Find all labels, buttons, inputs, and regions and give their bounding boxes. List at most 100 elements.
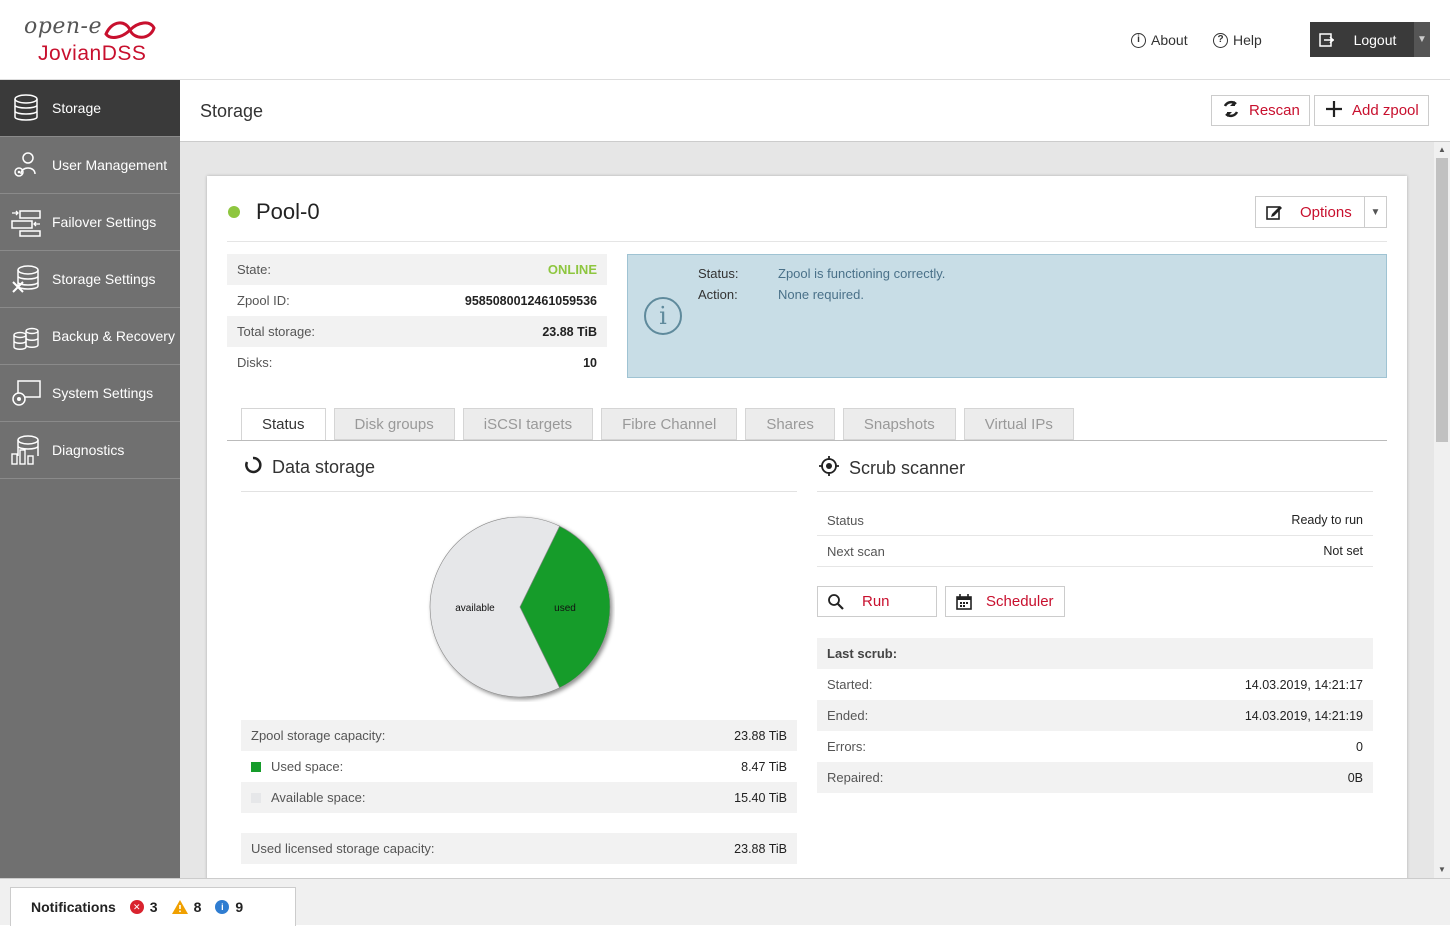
- failover-icon: [0, 207, 52, 237]
- logo: open-e JovianDSS: [22, 12, 172, 68]
- sidebar-item-label: System Settings: [52, 385, 154, 401]
- chevron-down-icon[interactable]: ▼: [1414, 22, 1430, 57]
- search-icon: [818, 593, 854, 611]
- sidebar-item-diagnostics[interactable]: Diagnostics: [0, 422, 180, 479]
- last-scrub-row: Repaired: 0B: [817, 762, 1373, 793]
- sidebar-item-system-settings[interactable]: System Settings: [0, 365, 180, 422]
- sidebar-item-storage[interactable]: Storage: [0, 80, 180, 137]
- last-scrub-row: Started: 14.03.2019, 14:21:17: [817, 669, 1373, 700]
- scrub-next-row: Next scan Not set: [817, 536, 1373, 567]
- status-line: Status: Zpool is functioning correctly.: [698, 266, 945, 281]
- tab-iscsi-targets[interactable]: iSCSI targets: [462, 408, 594, 440]
- licensed-row: Used licensed storage capacity: 23.88 Ti…: [241, 833, 797, 864]
- repaired-value: 0B: [1347, 770, 1363, 785]
- sidebar: Storage User Management Failover Setting…: [0, 80, 180, 878]
- tab-disk-groups[interactable]: Disk groups: [333, 408, 455, 440]
- database-icon: [0, 93, 52, 123]
- info-count-value: 9: [235, 899, 244, 915]
- scroll-up-icon[interactable]: ▲: [1438, 145, 1446, 154]
- info-key: Disks:: [237, 355, 273, 370]
- sidebar-item-user-management[interactable]: User Management: [0, 137, 180, 194]
- logout-button[interactable]: Logout ▼: [1310, 22, 1430, 57]
- licensed-key: Used licensed storage capacity:: [251, 841, 435, 856]
- available-key: Available space:: [271, 790, 366, 805]
- help-link[interactable]: ? Help: [1213, 32, 1262, 48]
- help-label: Help: [1233, 32, 1262, 48]
- about-link[interactable]: i About: [1131, 32, 1188, 48]
- pool-panel: Pool-0 Options ▼ State: ONLINE Zpool ID:…: [207, 176, 1407, 878]
- data-storage-table: Zpool storage capacity: 23.88 TiB Used s…: [241, 720, 797, 813]
- notifications-bar: Notifications ✕ 3 8 i 9: [0, 878, 1450, 926]
- add-zpool-button[interactable]: Add zpool: [1314, 95, 1429, 126]
- sidebar-item-label: Storage: [52, 100, 102, 116]
- divider: [241, 491, 797, 492]
- backup-icon: [0, 321, 52, 351]
- scheduler-button[interactable]: Scheduler: [945, 586, 1065, 617]
- state-value: ONLINE: [547, 262, 597, 277]
- tab-status[interactable]: Status: [241, 408, 326, 441]
- action-key: Action:: [698, 287, 738, 302]
- info-key: Zpool ID:: [237, 293, 290, 308]
- logo-swoosh-icon: [104, 21, 156, 39]
- scrub-scanner-title: Scrub scanner: [819, 456, 965, 481]
- data-storage-pie-chart: available used: [429, 516, 611, 698]
- data-storage-label: Data storage: [272, 457, 376, 477]
- user-gear-icon: [0, 150, 52, 180]
- brand-top: open-e: [24, 14, 102, 39]
- run-button[interactable]: Run: [817, 586, 937, 617]
- question-icon: ?: [1213, 32, 1228, 48]
- info-icon: i: [215, 900, 230, 914]
- tabs-divider: [227, 440, 1387, 441]
- sidebar-item-failover-settings[interactable]: Failover Settings: [0, 194, 180, 251]
- sidebar-item-label: User Management: [52, 157, 168, 173]
- used-key: Used space:: [271, 759, 344, 774]
- target-icon: [819, 456, 839, 481]
- next-scan-key: Next scan: [827, 543, 885, 559]
- options-label: Options: [1300, 203, 1352, 221]
- pool-info-table: State: ONLINE Zpool ID: 9585080012461059…: [227, 254, 607, 378]
- scroll-down-icon[interactable]: ▼: [1438, 865, 1446, 874]
- content-scrollbar[interactable]: ▲ ▼: [1434, 142, 1450, 878]
- pool-info-row: Total storage: 23.88 TiB: [227, 316, 607, 347]
- next-scan-value: Not set: [1323, 544, 1363, 558]
- data-storage-title: Data storage: [244, 456, 375, 479]
- scrub-status-value: Ready to run: [1291, 513, 1363, 527]
- logout-icon: [1312, 32, 1342, 47]
- pool-status-dot: [228, 206, 240, 218]
- last-scrub-label: Last scrub:: [827, 646, 898, 661]
- tab-shares[interactable]: Shares: [745, 408, 835, 440]
- warning-icon: [171, 900, 188, 914]
- tab-fibre-channel[interactable]: Fibre Channel: [601, 408, 738, 440]
- scrub-status-row: Status Ready to run: [817, 505, 1373, 536]
- data-storage-row: Zpool storage capacity: 23.88 TiB: [241, 720, 797, 751]
- sidebar-item-backup-recovery[interactable]: Backup & Recovery: [0, 308, 180, 365]
- info-icon: i: [644, 297, 682, 335]
- warning-count-value: 8: [193, 899, 202, 915]
- warning-count[interactable]: 8: [171, 899, 202, 915]
- system-gear-icon: [0, 378, 52, 408]
- capacity-value: 23.88 TiB: [734, 728, 787, 743]
- page-title: Storage: [200, 101, 264, 121]
- content-area: Pool-0 Options ▼ State: ONLINE Zpool ID:…: [180, 142, 1434, 878]
- about-label: About: [1151, 32, 1188, 48]
- status-key: Status:: [698, 266, 739, 281]
- notifications-tab[interactable]: Notifications ✕ 3 8 i 9: [10, 887, 296, 926]
- status-message-box: i Status: Zpool is functioning correctly…: [627, 254, 1387, 378]
- ended-value: 14.03.2019, 14:21:19: [1244, 708, 1363, 723]
- licensed-value: 23.88 TiB: [734, 841, 787, 856]
- scroll-thumb[interactable]: [1436, 158, 1448, 442]
- chevron-down-icon[interactable]: ▼: [1364, 197, 1386, 227]
- refresh-icon: [1222, 100, 1240, 122]
- tab-snapshots[interactable]: Snapshots: [842, 408, 956, 440]
- tab-virtual-ips[interactable]: Virtual IPs: [963, 408, 1074, 440]
- zpool-id-value: 9585080012461059536: [464, 293, 597, 308]
- action-value: None required.: [778, 287, 864, 302]
- available-legend-swatch: [251, 793, 261, 803]
- rescan-button[interactable]: Rescan: [1211, 95, 1310, 126]
- info-count[interactable]: i 9: [215, 899, 243, 915]
- options-button[interactable]: Options ▼: [1255, 196, 1387, 228]
- top-header: open-e JovianDSS i About ? Help Logout ▼: [0, 0, 1450, 80]
- sidebar-item-storage-settings[interactable]: Storage Settings: [0, 251, 180, 308]
- error-count[interactable]: ✕ 3: [129, 899, 158, 915]
- logout-label: Logout: [1353, 31, 1397, 48]
